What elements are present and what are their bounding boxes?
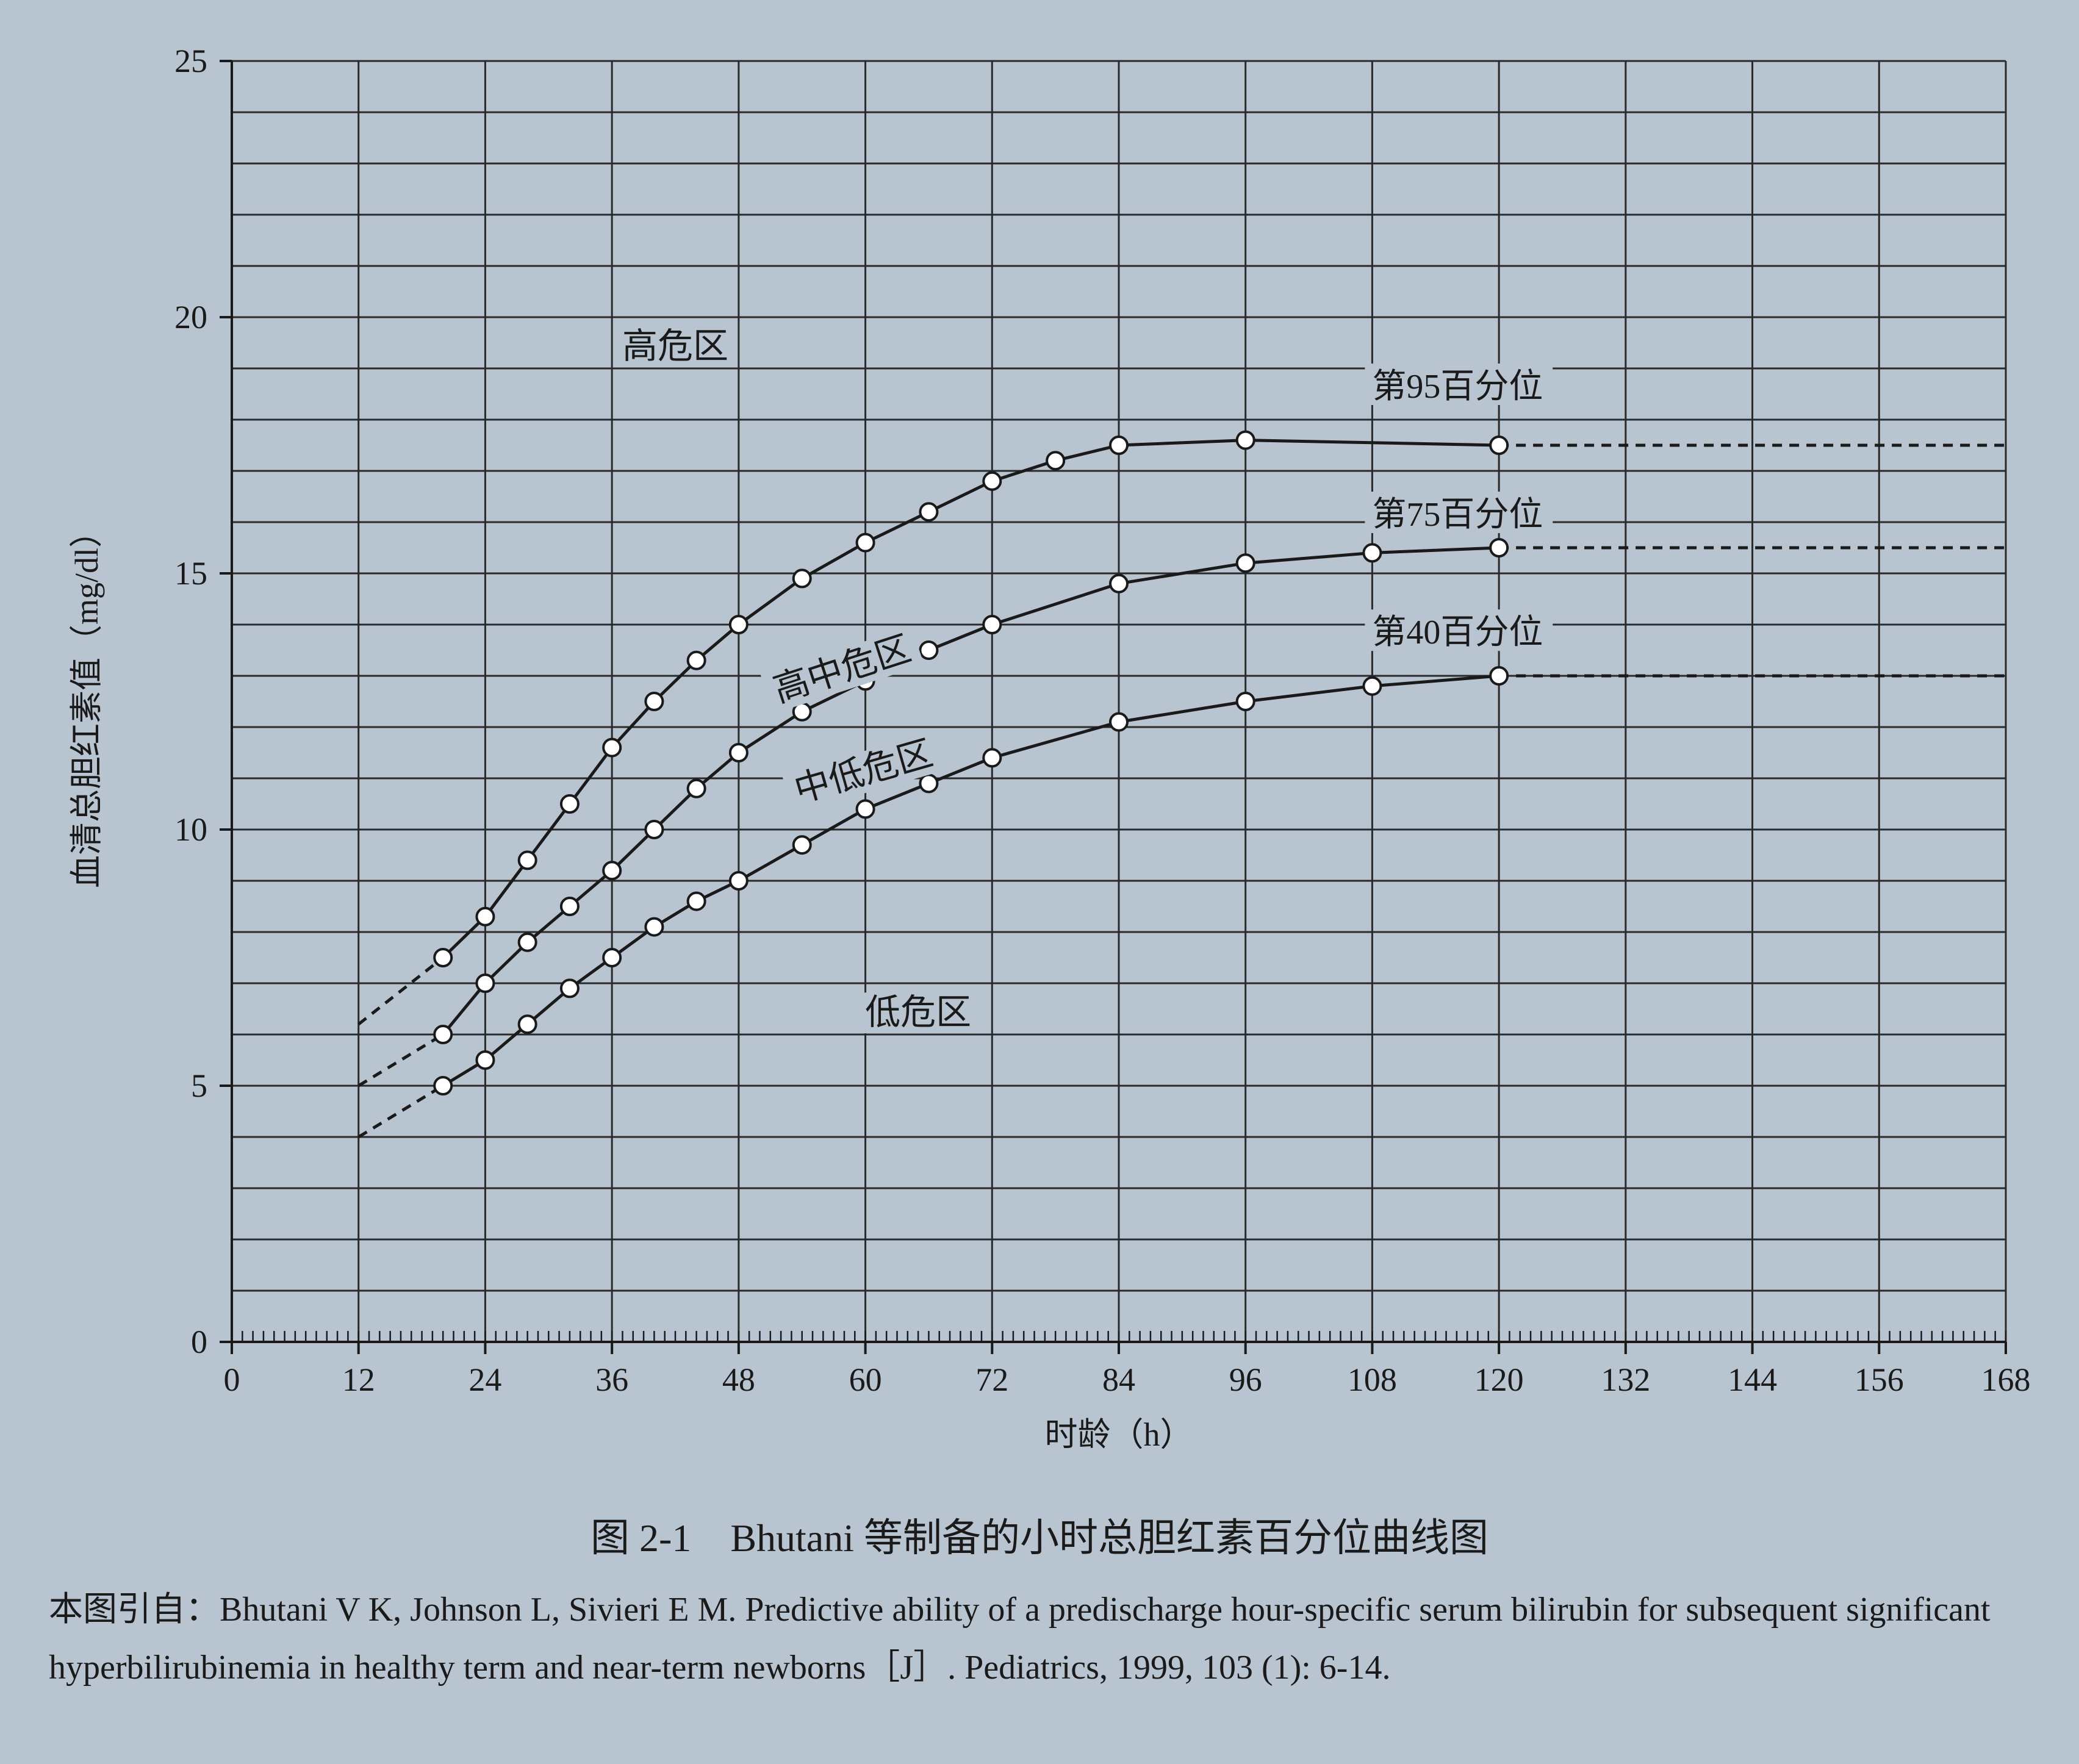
svg-text:25: 25 bbox=[174, 43, 207, 79]
svg-text:10: 10 bbox=[174, 811, 207, 848]
svg-text:108: 108 bbox=[1348, 1361, 1397, 1398]
svg-text:12: 12 bbox=[342, 1361, 375, 1398]
svg-text:72: 72 bbox=[975, 1361, 1008, 1398]
svg-text:60: 60 bbox=[849, 1361, 882, 1398]
svg-text:132: 132 bbox=[1601, 1361, 1650, 1398]
figure-caption: 图 2-1 Bhutani 等制备的小时总胆红素百分位曲线图 bbox=[37, 1507, 2042, 1563]
bhutani-nomogram-chart: 0 5 10 15 20 25 0 12 24 36 48 60 72 84 96 108 120 132 144 1… bbox=[37, 24, 2042, 1488]
svg-text:第40百分位: 第40百分位 bbox=[1372, 614, 1543, 651]
svg-text:168: 168 bbox=[1981, 1361, 2031, 1398]
chart-svg: 0 5 10 15 20 25 0 12 24 36 48 60 72 84 96 108 120 132 144 1… bbox=[37, 24, 2042, 1488]
svg-text:5: 5 bbox=[191, 1067, 207, 1104]
svg-text:0: 0 bbox=[191, 1324, 207, 1360]
svg-text:84: 84 bbox=[1102, 1361, 1135, 1398]
figure-citation: 本图引自：Bhutani V K, Johnson L, Sivieri E M… bbox=[37, 1581, 2042, 1697]
svg-text:36: 36 bbox=[595, 1361, 628, 1398]
svg-text:第75百分位: 第75百分位 bbox=[1372, 496, 1543, 534]
svg-text:低危区: 低危区 bbox=[865, 992, 971, 1032]
svg-text:0: 0 bbox=[224, 1361, 240, 1398]
svg-text:时龄（h）: 时龄（h） bbox=[1045, 1416, 1193, 1453]
svg-text:血清总胆红素值（mg/dl）: 血清总胆红素值（mg/dl） bbox=[68, 515, 105, 888]
svg-text:156: 156 bbox=[1855, 1361, 1904, 1398]
page: 0 5 10 15 20 25 0 12 24 36 48 60 72 84 96 108 120 132 144 1… bbox=[0, 0, 2079, 1764]
svg-text:120: 120 bbox=[1474, 1361, 1524, 1398]
svg-text:高危区: 高危区 bbox=[622, 326, 728, 366]
svg-text:48: 48 bbox=[722, 1361, 755, 1398]
svg-text:144: 144 bbox=[1728, 1361, 1777, 1398]
svg-text:15: 15 bbox=[174, 555, 207, 592]
svg-text:96: 96 bbox=[1229, 1361, 1262, 1398]
svg-text:20: 20 bbox=[174, 299, 207, 335]
svg-text:第95百分位: 第95百分位 bbox=[1372, 368, 1543, 406]
svg-text:24: 24 bbox=[469, 1361, 501, 1398]
